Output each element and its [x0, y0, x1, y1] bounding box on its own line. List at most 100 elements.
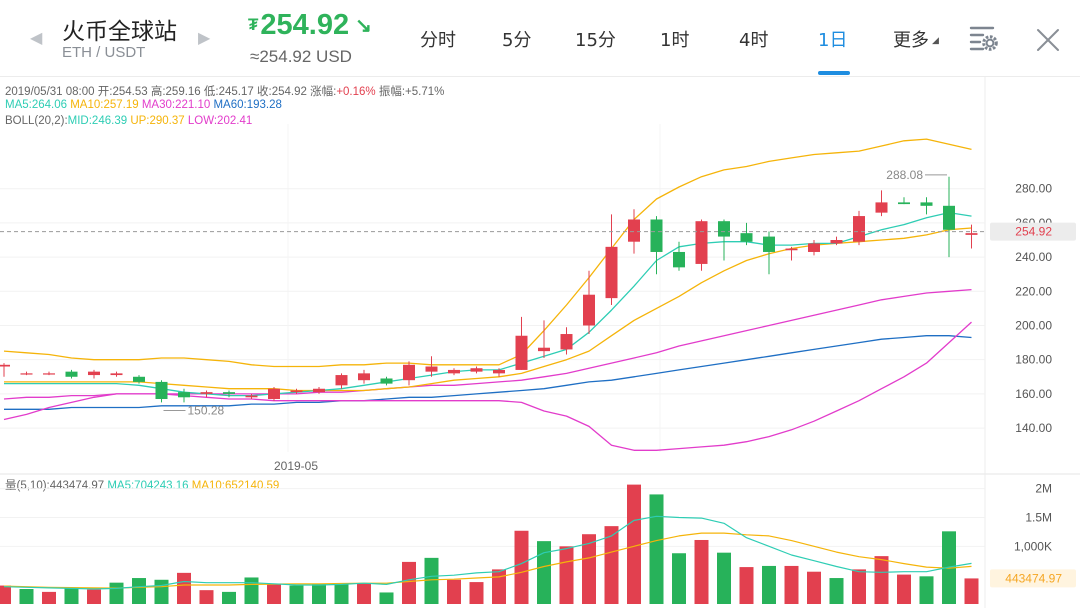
- candle: [245, 393, 258, 399]
- candle-body: [313, 388, 325, 393]
- volume-bar: [874, 556, 889, 604]
- candle: [560, 327, 573, 355]
- candle: [403, 361, 415, 386]
- ma60-line: [4, 335, 972, 410]
- candle-body: [965, 233, 978, 235]
- volume-bar: [919, 576, 934, 604]
- price-tick-label: 280.00: [1015, 182, 1052, 196]
- boll-label: BOLL(20,2):: [5, 115, 68, 127]
- candle: [133, 375, 145, 384]
- candle-body: [515, 335, 528, 370]
- volume-bar: [289, 585, 304, 604]
- volume-bar: [222, 591, 236, 604]
- candle: [0, 363, 10, 377]
- ma60-legend: MA60:193.28: [213, 99, 282, 111]
- price-tick-label: 180.00: [1015, 353, 1052, 367]
- candle-body: [470, 368, 483, 372]
- candle-body: [808, 243, 820, 252]
- tab-1hour[interactable]: 1时: [660, 30, 690, 51]
- candle-body: [853, 216, 865, 242]
- min-price-annotation: 150.28: [188, 403, 225, 417]
- candle-body: [740, 233, 753, 242]
- volume-bar: [807, 571, 821, 604]
- current-volume-tag: [990, 569, 1076, 588]
- chevron-left-icon[interactable]: ◀: [30, 28, 43, 47]
- chevron-right-icon[interactable]: ▶: [198, 28, 211, 47]
- candle: [470, 366, 483, 374]
- volume-tick-label: 2M: [1035, 482, 1052, 496]
- candle: [740, 222, 753, 246]
- ma5-line: [4, 211, 972, 397]
- candle-body: [425, 366, 438, 372]
- active-tab-indicator: [818, 71, 850, 75]
- candle-body: [268, 388, 280, 399]
- max-price-annotation: 288.08: [886, 168, 923, 182]
- candle-body: [335, 375, 348, 386]
- boll-up-legend: UP:290.37: [130, 115, 185, 127]
- ma10-legend: MA10:257.19: [70, 99, 139, 111]
- tab-15min[interactable]: 15分: [575, 30, 616, 51]
- candle-body: [43, 373, 55, 375]
- tab-more[interactable]: 更多 ◢: [893, 26, 939, 52]
- ma-legend: MA5:264.06 MA10:257.19 MA30:221.10 MA60:…: [5, 99, 282, 111]
- candle: [650, 216, 663, 275]
- candle-body: [133, 376, 145, 382]
- candle: [290, 388, 303, 394]
- price-tick-label: 140.00: [1015, 421, 1052, 435]
- volume-bar: [357, 583, 371, 604]
- candle: [178, 388, 190, 403]
- price-tick-label: 220.00: [1015, 284, 1052, 298]
- candle: [605, 214, 618, 305]
- volume-bar: [604, 526, 619, 604]
- candle-body: [290, 390, 303, 393]
- volume-bar: [177, 572, 191, 604]
- price-tick-label: 160.00: [1015, 387, 1052, 401]
- volume-bar: [19, 589, 34, 604]
- candle: [853, 210, 865, 246]
- candle-body: [178, 392, 190, 398]
- candle: [358, 369, 370, 384]
- volume-bar: [0, 585, 11, 604]
- tab-4hour[interactable]: 4时: [739, 30, 769, 51]
- volume-bar: [447, 579, 461, 604]
- close-label: 收:: [257, 86, 272, 98]
- candle: [268, 387, 280, 401]
- candle-body: [88, 371, 100, 376]
- ma5-legend: MA5:264.06: [5, 99, 68, 111]
- kline-chart[interactable]: 280.00260.00240.00220.00200.00180.00160.…: [0, 77, 1080, 608]
- amplitude-value: +5.71%: [405, 86, 445, 98]
- change-value: +0.16%: [336, 86, 376, 98]
- volume-tick-label: 1,000K: [1014, 539, 1052, 553]
- volume-bar: [582, 534, 596, 604]
- candle: [898, 197, 910, 205]
- candle: [493, 368, 505, 377]
- tab-time-sharing[interactable]: 分时: [420, 30, 456, 51]
- exchange-name: 火币全球站: [62, 19, 177, 45]
- candle: [718, 219, 730, 261]
- candle: [695, 219, 708, 271]
- candle: [20, 371, 33, 376]
- candle-body: [763, 236, 775, 252]
- boll-legend: BOLL(20,2):MID:246.39 UP:290.37 LOW:202.…: [5, 115, 252, 127]
- volume-bar: [87, 589, 101, 604]
- candle-body: [943, 205, 955, 230]
- volume-bar: [42, 591, 56, 604]
- candle-body: [830, 240, 843, 244]
- price-value: 254.92: [260, 9, 350, 41]
- volume-bar: [717, 552, 731, 604]
- candle-body: [560, 334, 573, 350]
- volume-bar: [852, 569, 866, 604]
- volume-bar: [312, 583, 326, 604]
- high-value: 259.16: [165, 86, 201, 98]
- close-icon[interactable]: [1034, 26, 1062, 54]
- volume-bar: [267, 584, 281, 604]
- tab-5min[interactable]: 5分: [502, 30, 532, 51]
- x-axis-label: 2019-05: [274, 459, 318, 473]
- chart-settings-icon[interactable]: [968, 24, 1000, 52]
- candle-body: [403, 364, 415, 381]
- candle: [830, 236, 843, 246]
- candle-body: [650, 219, 663, 252]
- candle-body: [200, 392, 213, 394]
- candle: [380, 376, 393, 386]
- tab-1day[interactable]: 1日: [818, 30, 848, 51]
